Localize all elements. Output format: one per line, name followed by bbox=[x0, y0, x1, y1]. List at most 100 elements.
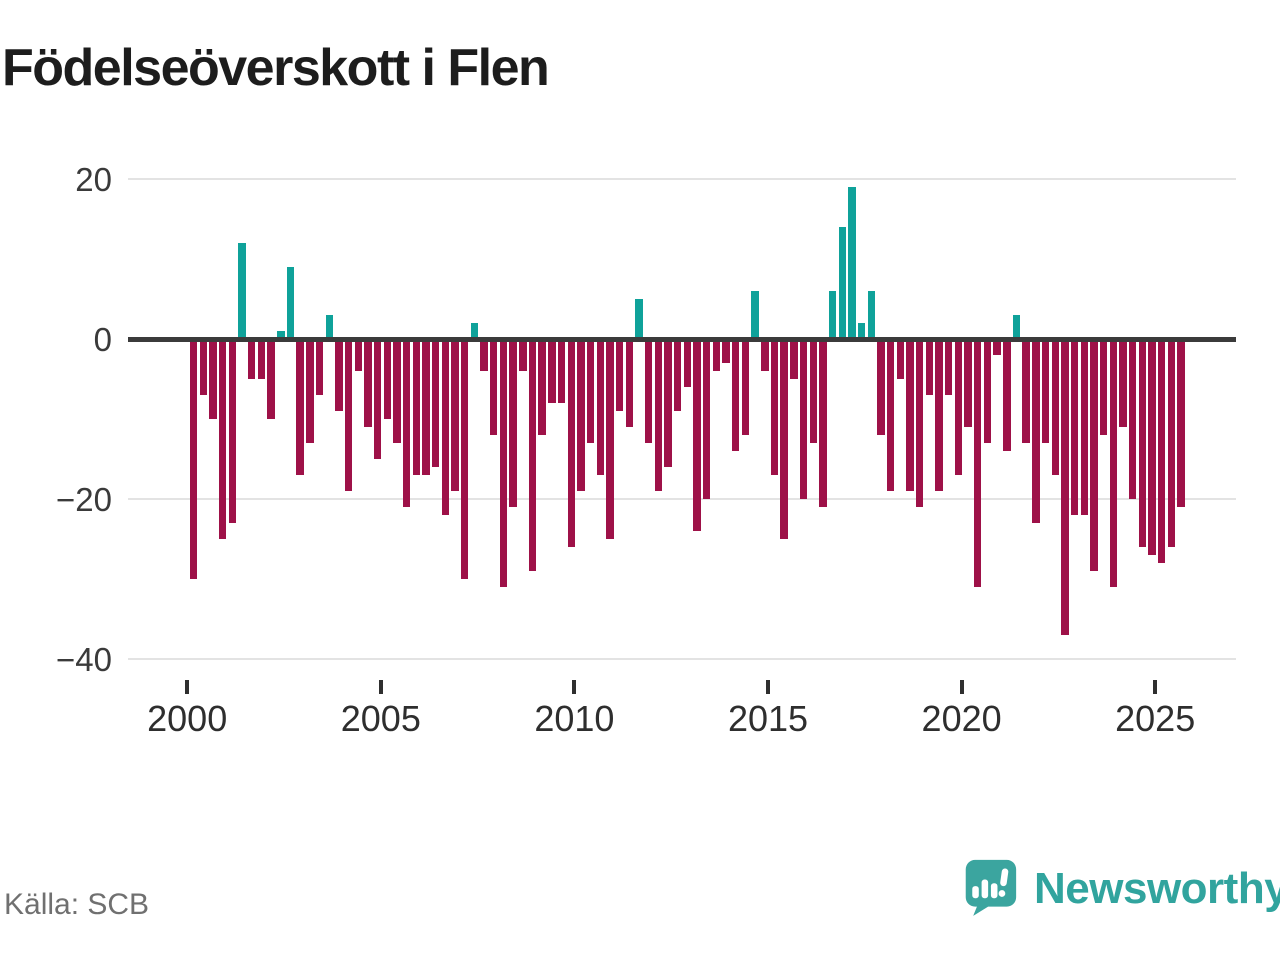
brand-footer: Newsworthy bbox=[962, 858, 1280, 921]
bar-2022-q2 bbox=[1051, 339, 1059, 475]
bar-2012-q2 bbox=[664, 339, 672, 467]
bar-2025-q2 bbox=[1167, 339, 1176, 547]
bar-2022-q3 bbox=[1061, 339, 1069, 635]
bar-2014-q1 bbox=[732, 339, 740, 451]
bar-2020-q3 bbox=[983, 339, 992, 443]
y-axis-label: −40 bbox=[56, 641, 112, 678]
bar-2022-q4 bbox=[1070, 339, 1079, 515]
bar-2017-q2 bbox=[857, 323, 866, 339]
bar-2005-q1 bbox=[383, 339, 391, 419]
gridline-y20 bbox=[128, 178, 1236, 180]
bar-2012-q3 bbox=[674, 339, 682, 411]
bar-2011-q2 bbox=[625, 339, 633, 427]
bar-2000-q2 bbox=[199, 339, 208, 395]
y-axis-label: 0 bbox=[93, 321, 112, 358]
bar-2016-q1 bbox=[809, 339, 817, 443]
bar-2019-q1 bbox=[925, 339, 934, 395]
bar-2021-q1 bbox=[1003, 339, 1011, 451]
bar-2015-q4 bbox=[799, 339, 808, 499]
bar-2023-q2 bbox=[1090, 339, 1098, 571]
bar-2024-q4 bbox=[1148, 339, 1156, 555]
y-axis-label: 20 bbox=[75, 161, 112, 198]
bar-2019-q3 bbox=[945, 339, 953, 395]
y-axis-label: −20 bbox=[56, 481, 112, 518]
bar-2004-q1 bbox=[344, 339, 353, 491]
bar-2005-q2 bbox=[393, 339, 401, 443]
bar-2022-q1 bbox=[1041, 339, 1050, 443]
bar-2018-q1 bbox=[886, 339, 895, 491]
bar-2010-q3 bbox=[596, 339, 604, 475]
bar-2023-q3 bbox=[1099, 339, 1108, 435]
bar-2018-q4 bbox=[916, 339, 924, 507]
bar-2012-q1 bbox=[654, 339, 663, 491]
x-tick-mark bbox=[1153, 680, 1158, 694]
bar-2003-q3 bbox=[325, 315, 333, 339]
bar-2017-q3 bbox=[867, 291, 875, 339]
gridline-y-20 bbox=[128, 498, 1236, 500]
bar-2013-q2 bbox=[703, 339, 711, 499]
bar-2005-q3 bbox=[402, 339, 411, 507]
bar-2020-q1 bbox=[964, 339, 972, 427]
bar-2015-q1 bbox=[770, 339, 779, 475]
bar-2004-q4 bbox=[373, 339, 382, 459]
bar-2021-q4 bbox=[1032, 339, 1040, 523]
bar-2011-q1 bbox=[615, 339, 624, 411]
bar-2023-q1 bbox=[1080, 339, 1088, 515]
bar-2001-q3 bbox=[248, 339, 256, 379]
bar-2015-q3 bbox=[790, 339, 798, 379]
zero-baseline bbox=[128, 337, 1236, 342]
bar-2010-q1 bbox=[577, 339, 585, 491]
bar-2011-q3 bbox=[635, 299, 643, 339]
bar-2014-q2 bbox=[741, 339, 750, 435]
bar-2008-q2 bbox=[509, 339, 517, 507]
bar-2025-q3 bbox=[1177, 339, 1185, 507]
bar-2004-q2 bbox=[354, 339, 362, 371]
x-axis-label: 2010 bbox=[534, 698, 615, 739]
bar-2021-q2 bbox=[1012, 315, 1021, 339]
bar-2005-q4 bbox=[412, 339, 421, 475]
bar-2018-q3 bbox=[906, 339, 914, 491]
bar-2003-q1 bbox=[306, 339, 314, 443]
bar-2002-q4 bbox=[296, 339, 304, 475]
bar-2010-q2 bbox=[586, 339, 595, 443]
bar-2006-q2 bbox=[432, 339, 440, 467]
bar-2006-q1 bbox=[422, 339, 430, 475]
bar-2004-q3 bbox=[364, 339, 372, 427]
x-tick-mark bbox=[185, 680, 190, 694]
bar-2006-q4 bbox=[451, 339, 459, 491]
bar-2007-q4 bbox=[490, 339, 498, 435]
chart-title: Födelseöverskott i Flen bbox=[2, 39, 550, 97]
bar-2019-q4 bbox=[954, 339, 963, 475]
bar-2021-q3 bbox=[1022, 339, 1030, 443]
bar-2014-q3 bbox=[751, 291, 759, 339]
bar-2013-q3 bbox=[712, 339, 721, 371]
x-axis-label: 2025 bbox=[1115, 698, 1196, 739]
newsworthy-logo-icon bbox=[962, 858, 1018, 921]
bar-2016-q4 bbox=[838, 227, 846, 339]
bar-2001-q2 bbox=[238, 243, 246, 339]
source-caption: Källa: SCB bbox=[4, 888, 150, 921]
bar-2006-q3 bbox=[441, 339, 450, 515]
bar-2015-q2 bbox=[780, 339, 788, 539]
x-axis-label: 2000 bbox=[147, 698, 228, 739]
bar-2013-q4 bbox=[722, 339, 730, 363]
x-axis-label: 2020 bbox=[921, 698, 1002, 739]
bar-2000-q1 bbox=[190, 339, 198, 579]
bar-2009-q1 bbox=[538, 339, 546, 435]
bar-2000-q4 bbox=[219, 339, 227, 539]
x-axis-label: 2005 bbox=[340, 698, 421, 739]
bar-2018-q2 bbox=[896, 339, 905, 379]
bar-2024-q3 bbox=[1138, 339, 1147, 547]
gridline-y-40 bbox=[128, 658, 1236, 660]
bar-2002-q3 bbox=[286, 267, 295, 339]
bar-2020-q4 bbox=[993, 339, 1001, 355]
bar-2007-q3 bbox=[480, 339, 488, 371]
bar-2008-q1 bbox=[499, 339, 508, 587]
bar-2007-q2 bbox=[470, 323, 479, 339]
bar-2003-q4 bbox=[335, 339, 343, 411]
bar-2002-q2 bbox=[277, 331, 285, 339]
bar-2017-q4 bbox=[877, 339, 885, 435]
bar-2007-q1 bbox=[461, 339, 469, 579]
bar-2000-q3 bbox=[209, 339, 217, 419]
